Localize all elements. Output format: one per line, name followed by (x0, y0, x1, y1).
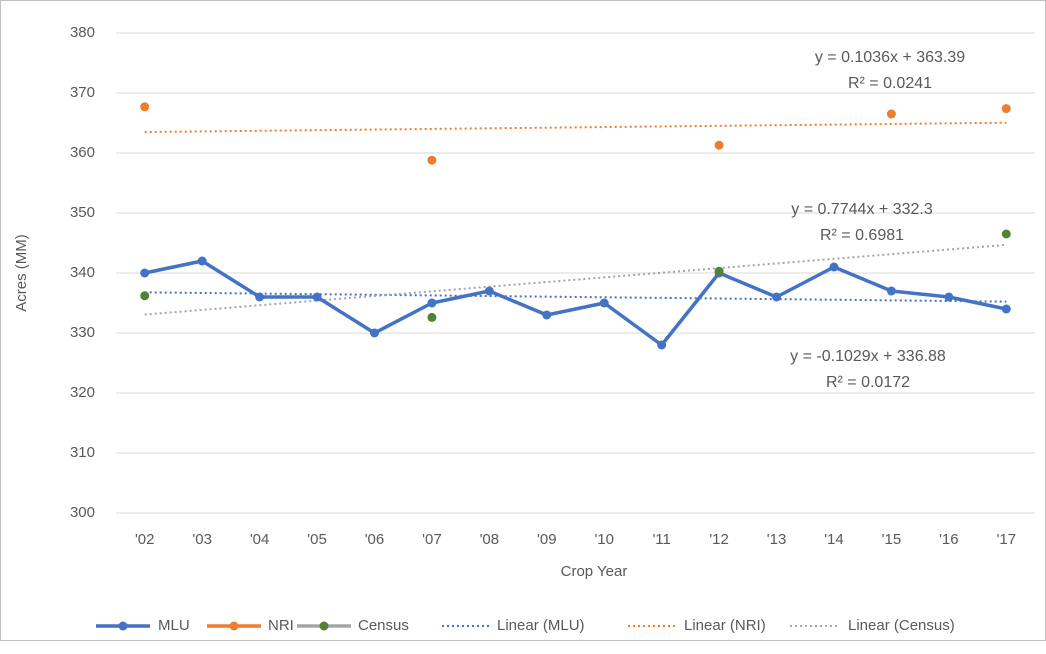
x-tick-label: '11 (652, 531, 670, 548)
legend-marker (319, 621, 329, 631)
marker (944, 292, 954, 302)
x-tick-label: '14 (824, 531, 844, 548)
x-tick-label: '06 (365, 531, 385, 548)
x-axis-title: Crop Year (561, 563, 628, 580)
y-tick-label: 370 (70, 84, 95, 101)
legend-marker (118, 621, 128, 631)
trend-r2: R² = 0.6981 (820, 227, 904, 244)
marker (657, 340, 667, 350)
x-tick-label: '15 (882, 531, 902, 548)
x-tick-label: '02 (135, 531, 155, 548)
marker (369, 328, 379, 338)
marker (140, 291, 150, 301)
marker (1001, 304, 1011, 314)
marker (829, 262, 839, 272)
y-tick-label: 340 (70, 264, 95, 281)
legend-label: MLU (158, 617, 190, 634)
legend-label: Census (358, 617, 409, 634)
x-tick-label: '08 (480, 531, 500, 548)
y-tick-label: 360 (70, 144, 95, 161)
marker (140, 268, 150, 278)
trend-equation: y = -0.1029x + 336.88 (790, 348, 946, 365)
trend-r2: R² = 0.0241 (848, 75, 932, 92)
marker (140, 102, 150, 112)
x-tick-label: '16 (939, 531, 959, 548)
marker (714, 266, 724, 276)
marker (255, 292, 265, 302)
marker (427, 298, 437, 308)
marker (1001, 104, 1011, 114)
x-tick-label: '03 (192, 531, 212, 548)
marker (427, 312, 437, 322)
x-tick-label: '10 (594, 531, 614, 548)
series-line (144, 259, 1007, 347)
marker (1001, 229, 1011, 239)
marker (772, 292, 782, 302)
marker (542, 310, 552, 320)
legend-label: Linear (MLU) (497, 617, 585, 634)
trendline (144, 121, 1007, 134)
trendline (144, 243, 1007, 316)
marker (484, 286, 494, 296)
x-tick-label: '17 (997, 531, 1017, 548)
y-tick-label: 300 (70, 504, 95, 521)
x-tick-label: '07 (422, 531, 442, 548)
trend-equation: y = 0.7744x + 332.3 (791, 201, 933, 218)
trend-equation: y = 0.1036x + 363.39 (815, 49, 965, 66)
y-axis-title: Acres (MM) (13, 234, 30, 312)
legend-label: NRI (268, 617, 294, 634)
marker (886, 109, 896, 119)
x-tick-label: '04 (250, 531, 270, 548)
marker (886, 286, 896, 296)
marker (714, 140, 724, 150)
y-tick-label: 380 (70, 24, 95, 41)
x-tick-label: '05 (307, 531, 327, 548)
marker (197, 256, 207, 266)
trend-r2: R² = 0.0172 (826, 374, 910, 391)
legend-label: Linear (Census) (848, 617, 955, 634)
y-tick-label: 310 (70, 444, 95, 461)
trendline (144, 291, 1007, 303)
y-tick-label: 350 (70, 204, 95, 221)
y-tick-label: 330 (70, 324, 95, 341)
x-tick-label: '09 (537, 531, 557, 548)
marker (599, 298, 609, 308)
marker (427, 155, 437, 165)
y-tick-label: 320 (70, 384, 95, 401)
marker (312, 292, 322, 302)
legend-label: Linear (NRI) (684, 617, 766, 634)
x-tick-label: '12 (709, 531, 729, 548)
legend-marker (229, 621, 239, 631)
x-tick-label: '13 (767, 531, 787, 548)
